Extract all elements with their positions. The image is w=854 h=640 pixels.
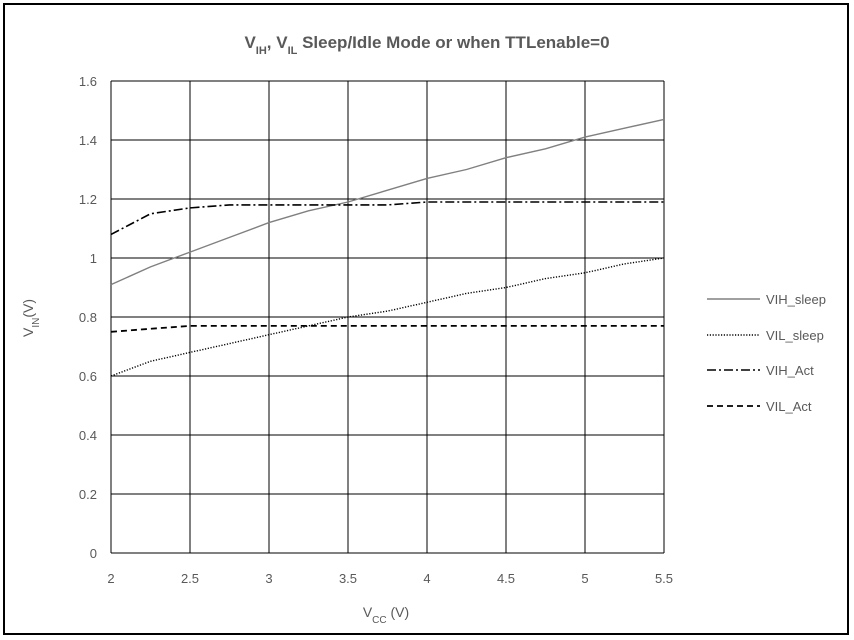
x-tick-label: 2 [107,571,114,586]
y-tick-label: 0.4 [79,428,97,443]
title-part: , V [267,33,288,52]
y-tick-label: 0.2 [79,487,97,502]
x-tick-label: 3 [265,571,272,586]
x-tick-label: 5 [581,571,588,586]
x-tick-label: 3.5 [339,571,357,586]
y-axis-label: VIN(V) [20,299,42,337]
y-tick-label: 0.6 [79,369,97,384]
y-tick-labels: 0 0.2 0.4 0.6 0.8 1 1.2 1.4 1.6 [79,74,97,561]
chart-title: VIH, VIL Sleep/Idle Mode or when TTLenab… [244,33,609,57]
x-tick-label: 4 [423,571,430,586]
title-subscript: IH [256,45,267,57]
title-part: Sleep/Idle Mode or when TTLenable=0 [297,33,609,52]
grid [110,80,665,554]
y-tick-label: 0.8 [79,310,97,325]
x-tick-labels: 2 2.5 3 3.5 4 4.5 5 5.5 [107,571,673,586]
series-line-vil-act [110,324,664,333]
series-lines [110,118,665,377]
x-tick-label: 4.5 [497,571,515,586]
legend-label: VIH_Act [766,363,814,378]
y-tick-label: 1.2 [79,192,97,207]
series-line-vil-sleep [110,257,665,377]
legend: VIH_sleep VIL_sleep VIH_Act VIL_Act [707,292,826,414]
y-tick-label: 1.4 [79,133,97,148]
legend-label: VIH_sleep [766,292,826,307]
series-line-vih-sleep [110,118,665,286]
y-tick-label: 1.6 [79,74,97,89]
legend-label: VIL_sleep [766,328,824,343]
x-tick-label: 5.5 [655,571,673,586]
title-part: V [244,33,256,52]
chart-frame [3,3,849,635]
legend-label: VIL_Act [766,399,812,414]
x-tick-label: 2.5 [181,571,199,586]
x-axis-label: VCC (V) [363,604,409,626]
y-tick-label: 1 [90,251,97,266]
y-tick-label: 0 [90,546,97,561]
title-subscript: IL [288,45,298,57]
series-line-vih-act [110,201,664,236]
